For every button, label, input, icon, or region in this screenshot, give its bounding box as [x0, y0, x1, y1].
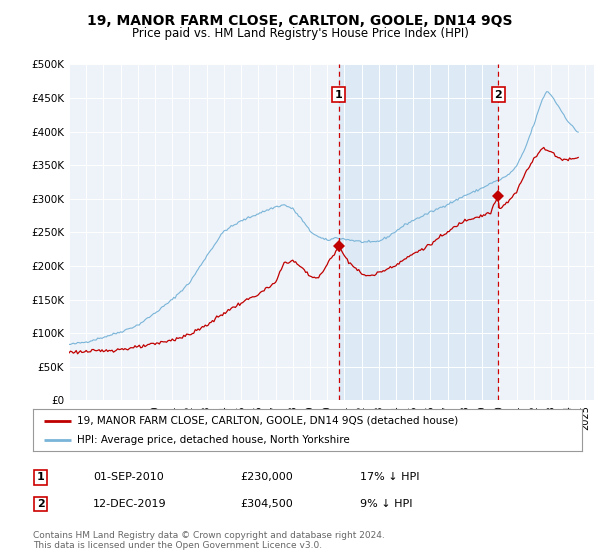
Text: 2: 2 — [494, 90, 502, 100]
Text: 01-SEP-2010: 01-SEP-2010 — [93, 472, 164, 482]
Text: 19, MANOR FARM CLOSE, CARLTON, GOOLE, DN14 9QS: 19, MANOR FARM CLOSE, CARLTON, GOOLE, DN… — [87, 14, 513, 28]
Text: £304,500: £304,500 — [240, 499, 293, 509]
Text: Contains HM Land Registry data © Crown copyright and database right 2024.
This d: Contains HM Land Registry data © Crown c… — [33, 531, 385, 550]
Text: 17% ↓ HPI: 17% ↓ HPI — [360, 472, 419, 482]
Text: 2: 2 — [37, 499, 44, 509]
Text: 1: 1 — [335, 90, 343, 100]
Text: 19, MANOR FARM CLOSE, CARLTON, GOOLE, DN14 9QS (detached house): 19, MANOR FARM CLOSE, CARLTON, GOOLE, DN… — [77, 416, 458, 426]
Text: £230,000: £230,000 — [240, 472, 293, 482]
Bar — [339, 64, 499, 400]
Text: 9% ↓ HPI: 9% ↓ HPI — [360, 499, 413, 509]
Text: 12-DEC-2019: 12-DEC-2019 — [93, 499, 167, 509]
Text: Price paid vs. HM Land Registry's House Price Index (HPI): Price paid vs. HM Land Registry's House … — [131, 27, 469, 40]
Text: HPI: Average price, detached house, North Yorkshire: HPI: Average price, detached house, Nort… — [77, 435, 350, 445]
Text: 1: 1 — [37, 472, 44, 482]
